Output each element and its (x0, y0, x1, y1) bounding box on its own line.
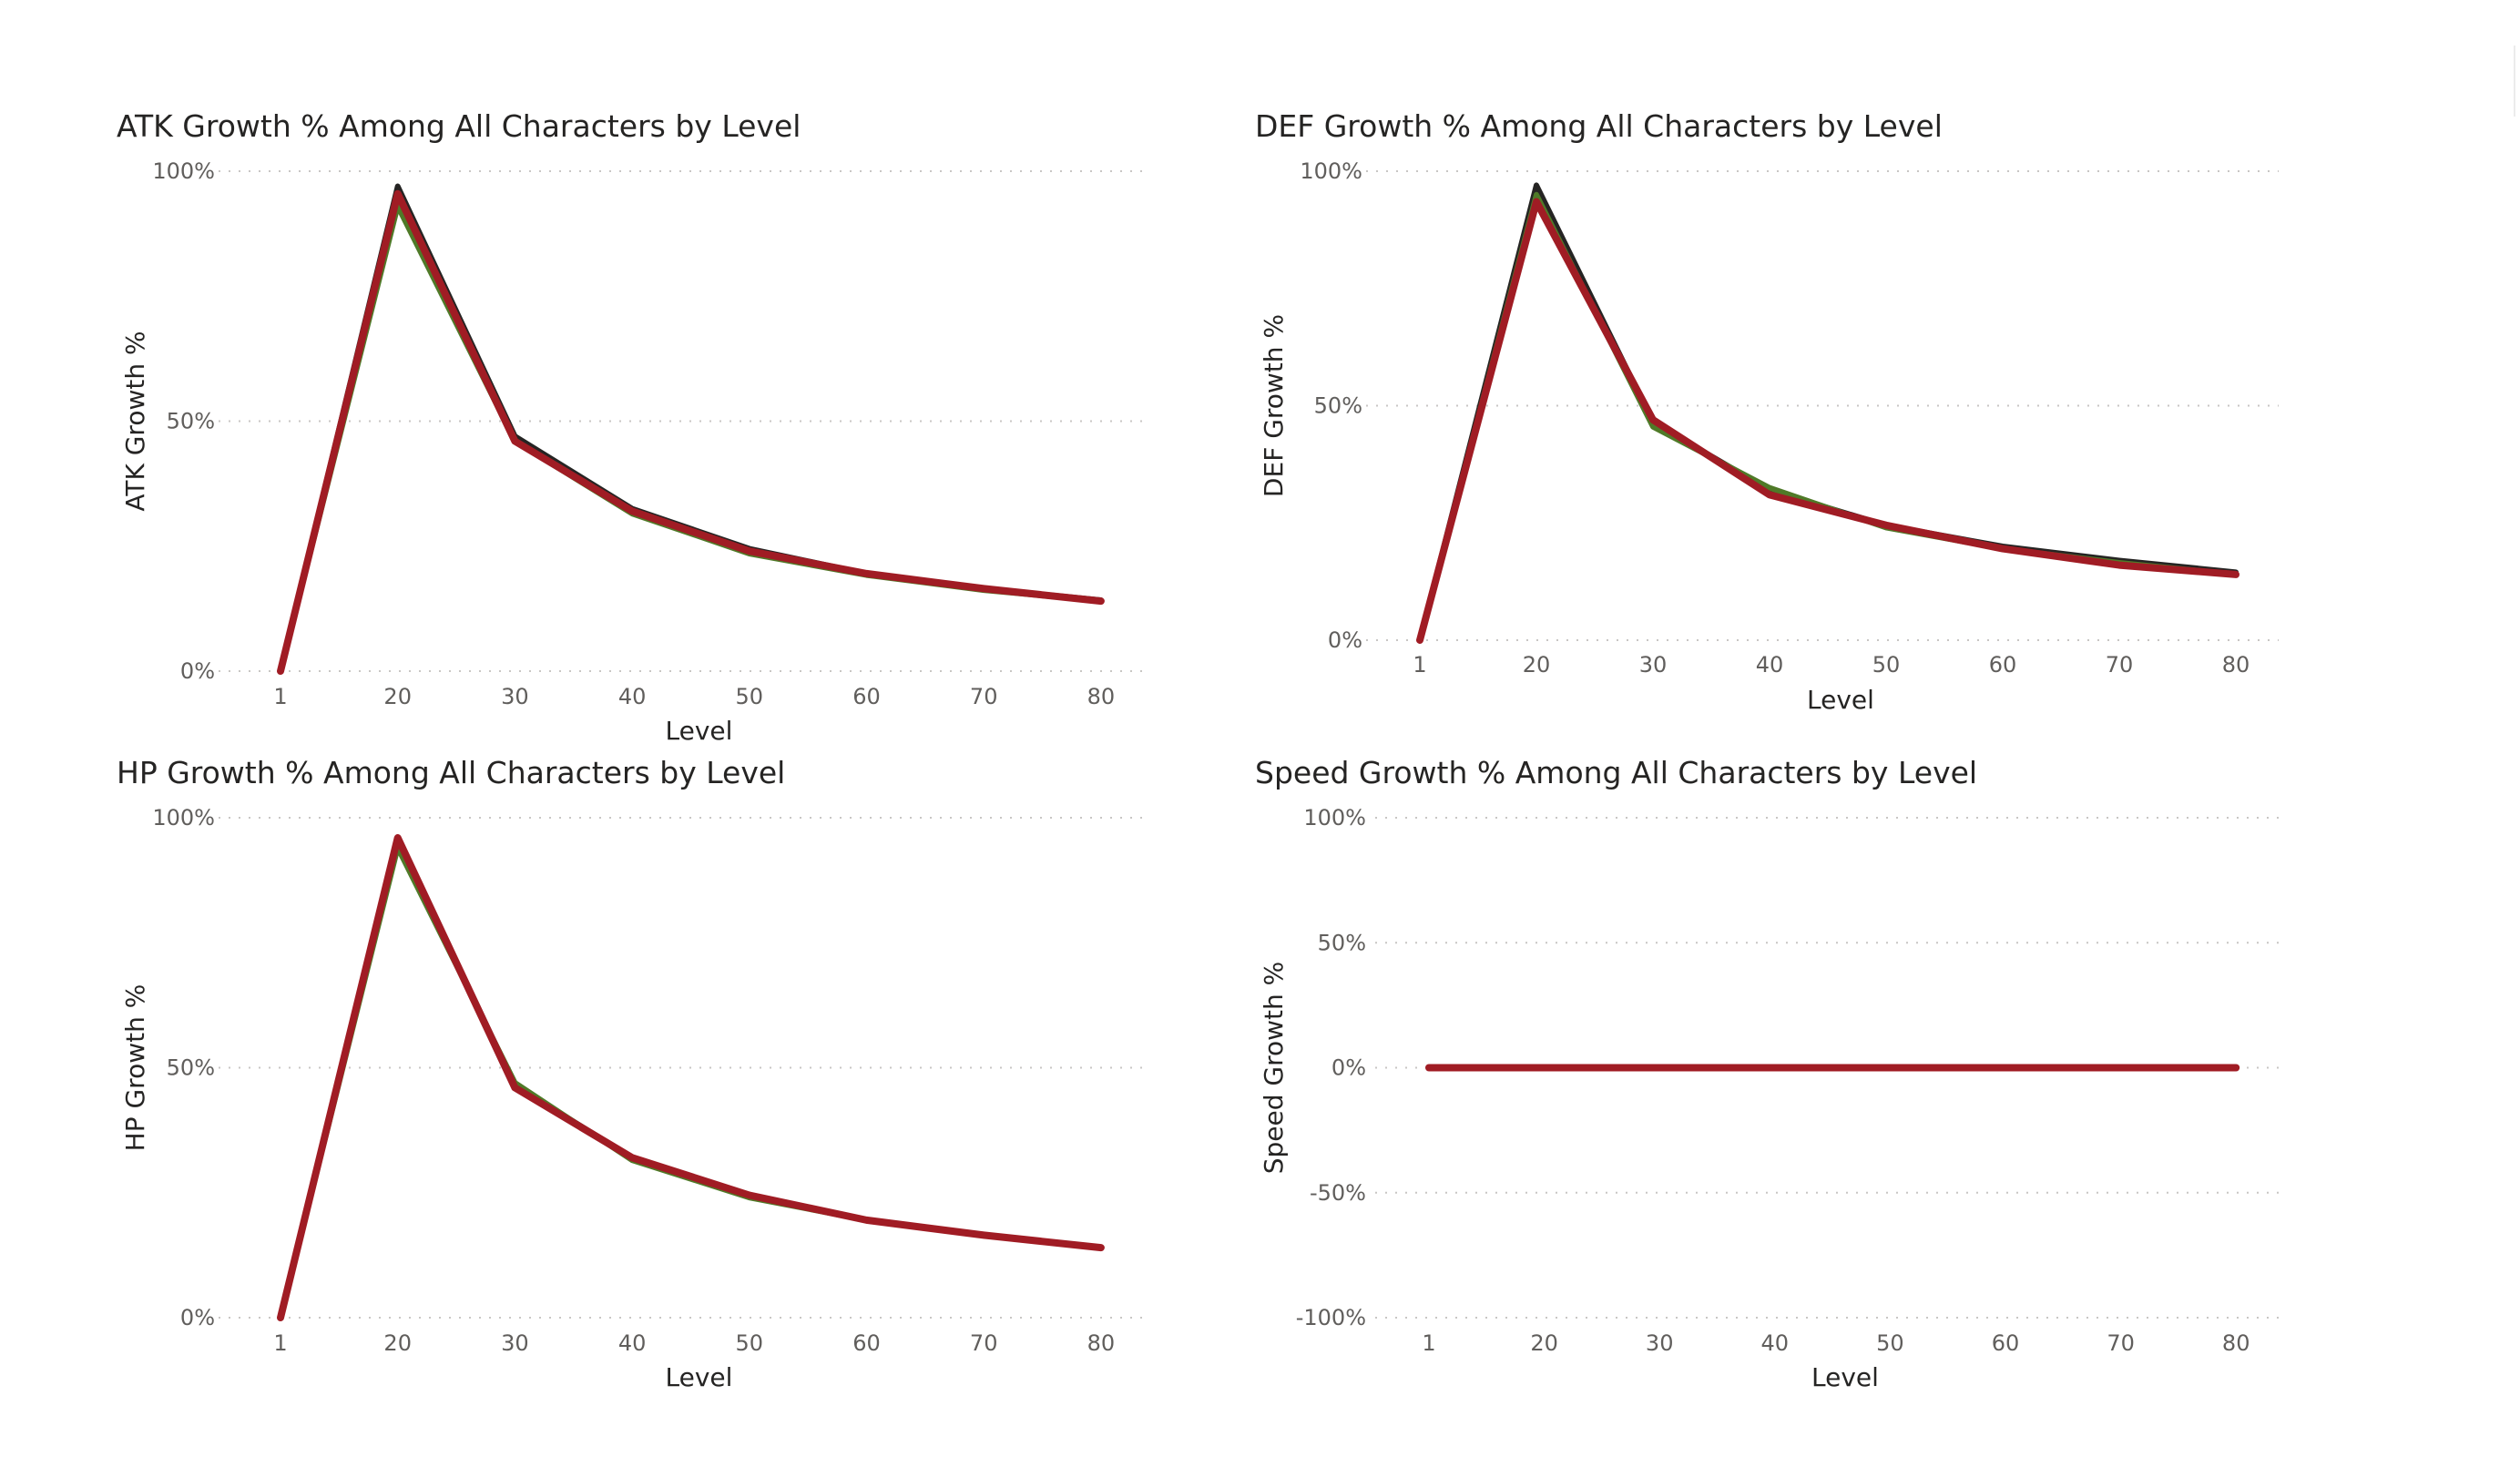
atk-y-tick-label: 0% (180, 658, 215, 684)
speed-y-tick-label: 0% (1331, 1055, 1366, 1081)
atk-series-line-1 (278, 183, 1104, 674)
speed-y-axis-label: Speed Growth % (1259, 962, 1289, 1175)
hp-series-line-1 (278, 835, 1104, 1320)
speed-y-tick-label: -100% (1296, 1305, 1366, 1330)
atk-series-line-3 (277, 189, 1105, 675)
atk-x-axis-label: Level (666, 716, 733, 746)
atk-series-line-2 (278, 203, 1104, 674)
speed-x-tick-label: 1 (1422, 1330, 1435, 1356)
def-y-tick-label: 100% (1300, 158, 1362, 184)
def-x-tick-label: 80 (2222, 652, 2250, 678)
speed-y-tick-label: -50% (1310, 1180, 1366, 1206)
atk-x-tick-label: 60 (852, 684, 881, 709)
speed-x-tick-label: 60 (1992, 1330, 2020, 1356)
page-edge-divider (2514, 46, 2515, 117)
def-series-line-2 (1417, 191, 2239, 643)
speed-x-tick-label: 70 (2107, 1330, 2135, 1356)
hp-series-line-2 (278, 844, 1104, 1320)
speed-chart-title: Speed Growth % Among All Characters by L… (1255, 755, 1977, 790)
hp-x-tick-label: 40 (618, 1330, 647, 1356)
hp-x-tick-label: 80 (1087, 1330, 1116, 1356)
hp-x-tick-label: 70 (970, 1330, 998, 1356)
hp-x-tick-label: 60 (852, 1330, 881, 1356)
hp-y-axis-label: HP Growth % (120, 984, 150, 1152)
speed-x-tick-label: 30 (1646, 1330, 1674, 1356)
def-x-tick-label: 40 (1756, 652, 1784, 678)
hp-y-tick-label: 50% (167, 1055, 215, 1081)
speed-y-tick-label: 50% (1318, 930, 1366, 955)
def-x-tick-label: 70 (2106, 652, 2134, 678)
hp-growth-chart: HP Growth % Among All Characters by Leve… (117, 755, 1143, 1392)
def-x-tick-label: 30 (1639, 652, 1668, 678)
atk-x-tick-label: 80 (1087, 684, 1116, 709)
hp-x-axis-label: Level (666, 1362, 733, 1392)
def-series-line-3 (1416, 198, 2239, 644)
speed-x-tick-label: 40 (1761, 1330, 1790, 1356)
hp-chart-title: HP Growth % Among All Characters by Leve… (117, 755, 785, 790)
hp-y-tick-label: 0% (180, 1305, 215, 1330)
def-y-tick-label: 50% (1314, 393, 1362, 419)
def-x-axis-label: Level (1807, 685, 1874, 715)
def-x-tick-label: 20 (1523, 652, 1551, 678)
atk-x-tick-label: 50 (736, 684, 764, 709)
def-chart-title: DEF Growth % Among All Characters by Lev… (1255, 108, 1943, 144)
hp-x-tick-label: 20 (383, 1330, 412, 1356)
atk-x-tick-label: 20 (383, 684, 412, 709)
atk-x-tick-label: 40 (618, 684, 647, 709)
def-x-tick-label: 1 (1413, 652, 1426, 678)
atk-x-tick-label: 70 (970, 684, 998, 709)
atk-x-tick-label: 1 (273, 684, 287, 709)
def-growth-chart: DEF Growth % Among All Characters by Lev… (1255, 108, 2279, 715)
atk-y-axis-label: ATK Growth % (120, 331, 150, 511)
speed-y-tick-label: 100% (1303, 805, 1366, 830)
def-y-tick-label: 0% (1328, 627, 1362, 653)
hp-y-tick-label: 100% (152, 805, 215, 830)
atk-growth-chart: ATK Growth % Among All Characters by Lev… (117, 108, 1143, 746)
def-series-line-1 (1417, 182, 2239, 643)
def-x-tick-label: 60 (1989, 652, 2017, 678)
def-y-axis-label: DEF Growth % (1259, 314, 1289, 497)
atk-y-tick-label: 50% (167, 409, 215, 434)
hp-x-tick-label: 1 (273, 1330, 287, 1356)
hp-x-tick-label: 30 (501, 1330, 529, 1356)
atk-chart-title: ATK Growth % Among All Characters by Lev… (117, 108, 801, 144)
speed-x-tick-label: 50 (1876, 1330, 1904, 1356)
speed-growth-chart: Speed Growth % Among All Characters by L… (1255, 755, 2279, 1392)
speed-x-tick-label: 20 (1530, 1330, 1558, 1356)
atk-x-tick-label: 30 (501, 684, 529, 709)
def-x-tick-label: 50 (1872, 652, 1901, 678)
speed-x-axis-label: Level (1811, 1362, 1879, 1392)
hp-x-tick-label: 50 (736, 1330, 764, 1356)
speed-x-tick-label: 80 (2222, 1330, 2250, 1356)
atk-y-tick-label: 100% (152, 158, 215, 184)
hp-series-line-3 (277, 834, 1105, 1321)
